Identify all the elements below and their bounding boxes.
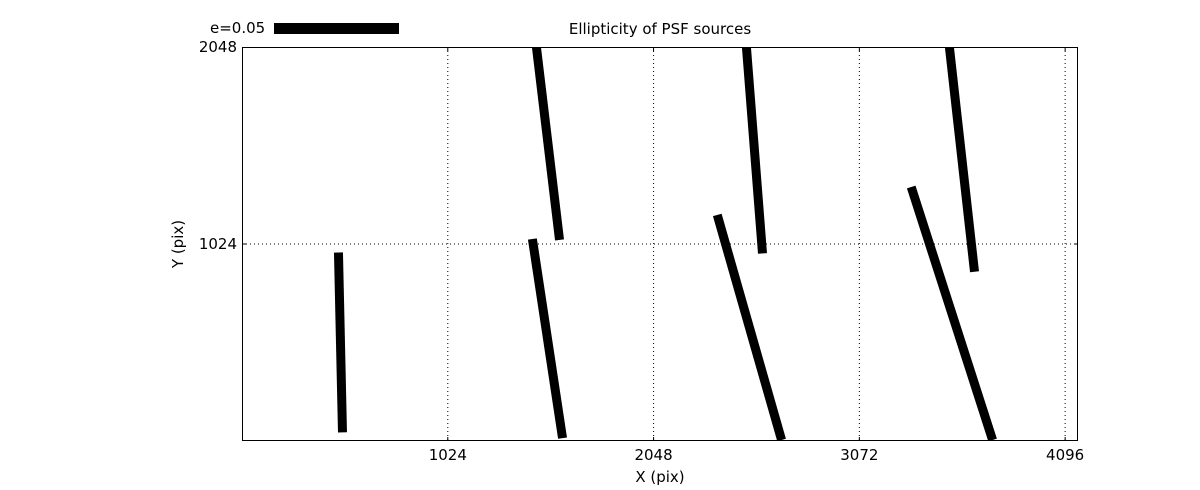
chart-title: Ellipticity of PSF sources [568,20,752,38]
y-axis-label: Y (pix) [169,219,187,269]
ellipticity-whisker [741,47,767,254]
legend-label: e=0.05 [210,19,266,37]
x-tick-label: 3072 [840,446,879,464]
axes-frame [242,47,1078,441]
legend: e=0.05 [210,19,400,37]
x-tick-label: 4096 [1046,446,1085,464]
y-tick-label: 1024 [198,235,237,253]
ellipticity-whisker [531,47,564,241]
plot-area [242,47,1078,441]
x-tick-label: 1024 [428,446,467,464]
ellipticity-whisker [944,47,979,273]
y-tick-label: 2048 [198,38,237,56]
ellipticity-whisker [712,213,786,441]
x-axis-label: X (pix) [635,468,685,486]
ellipticity-whisker [906,185,997,441]
x-tick-label: 2048 [634,446,673,464]
ellipticity-whisker [333,252,347,433]
ellipticity-whisker [527,238,567,439]
legend-line-sample [274,22,400,34]
